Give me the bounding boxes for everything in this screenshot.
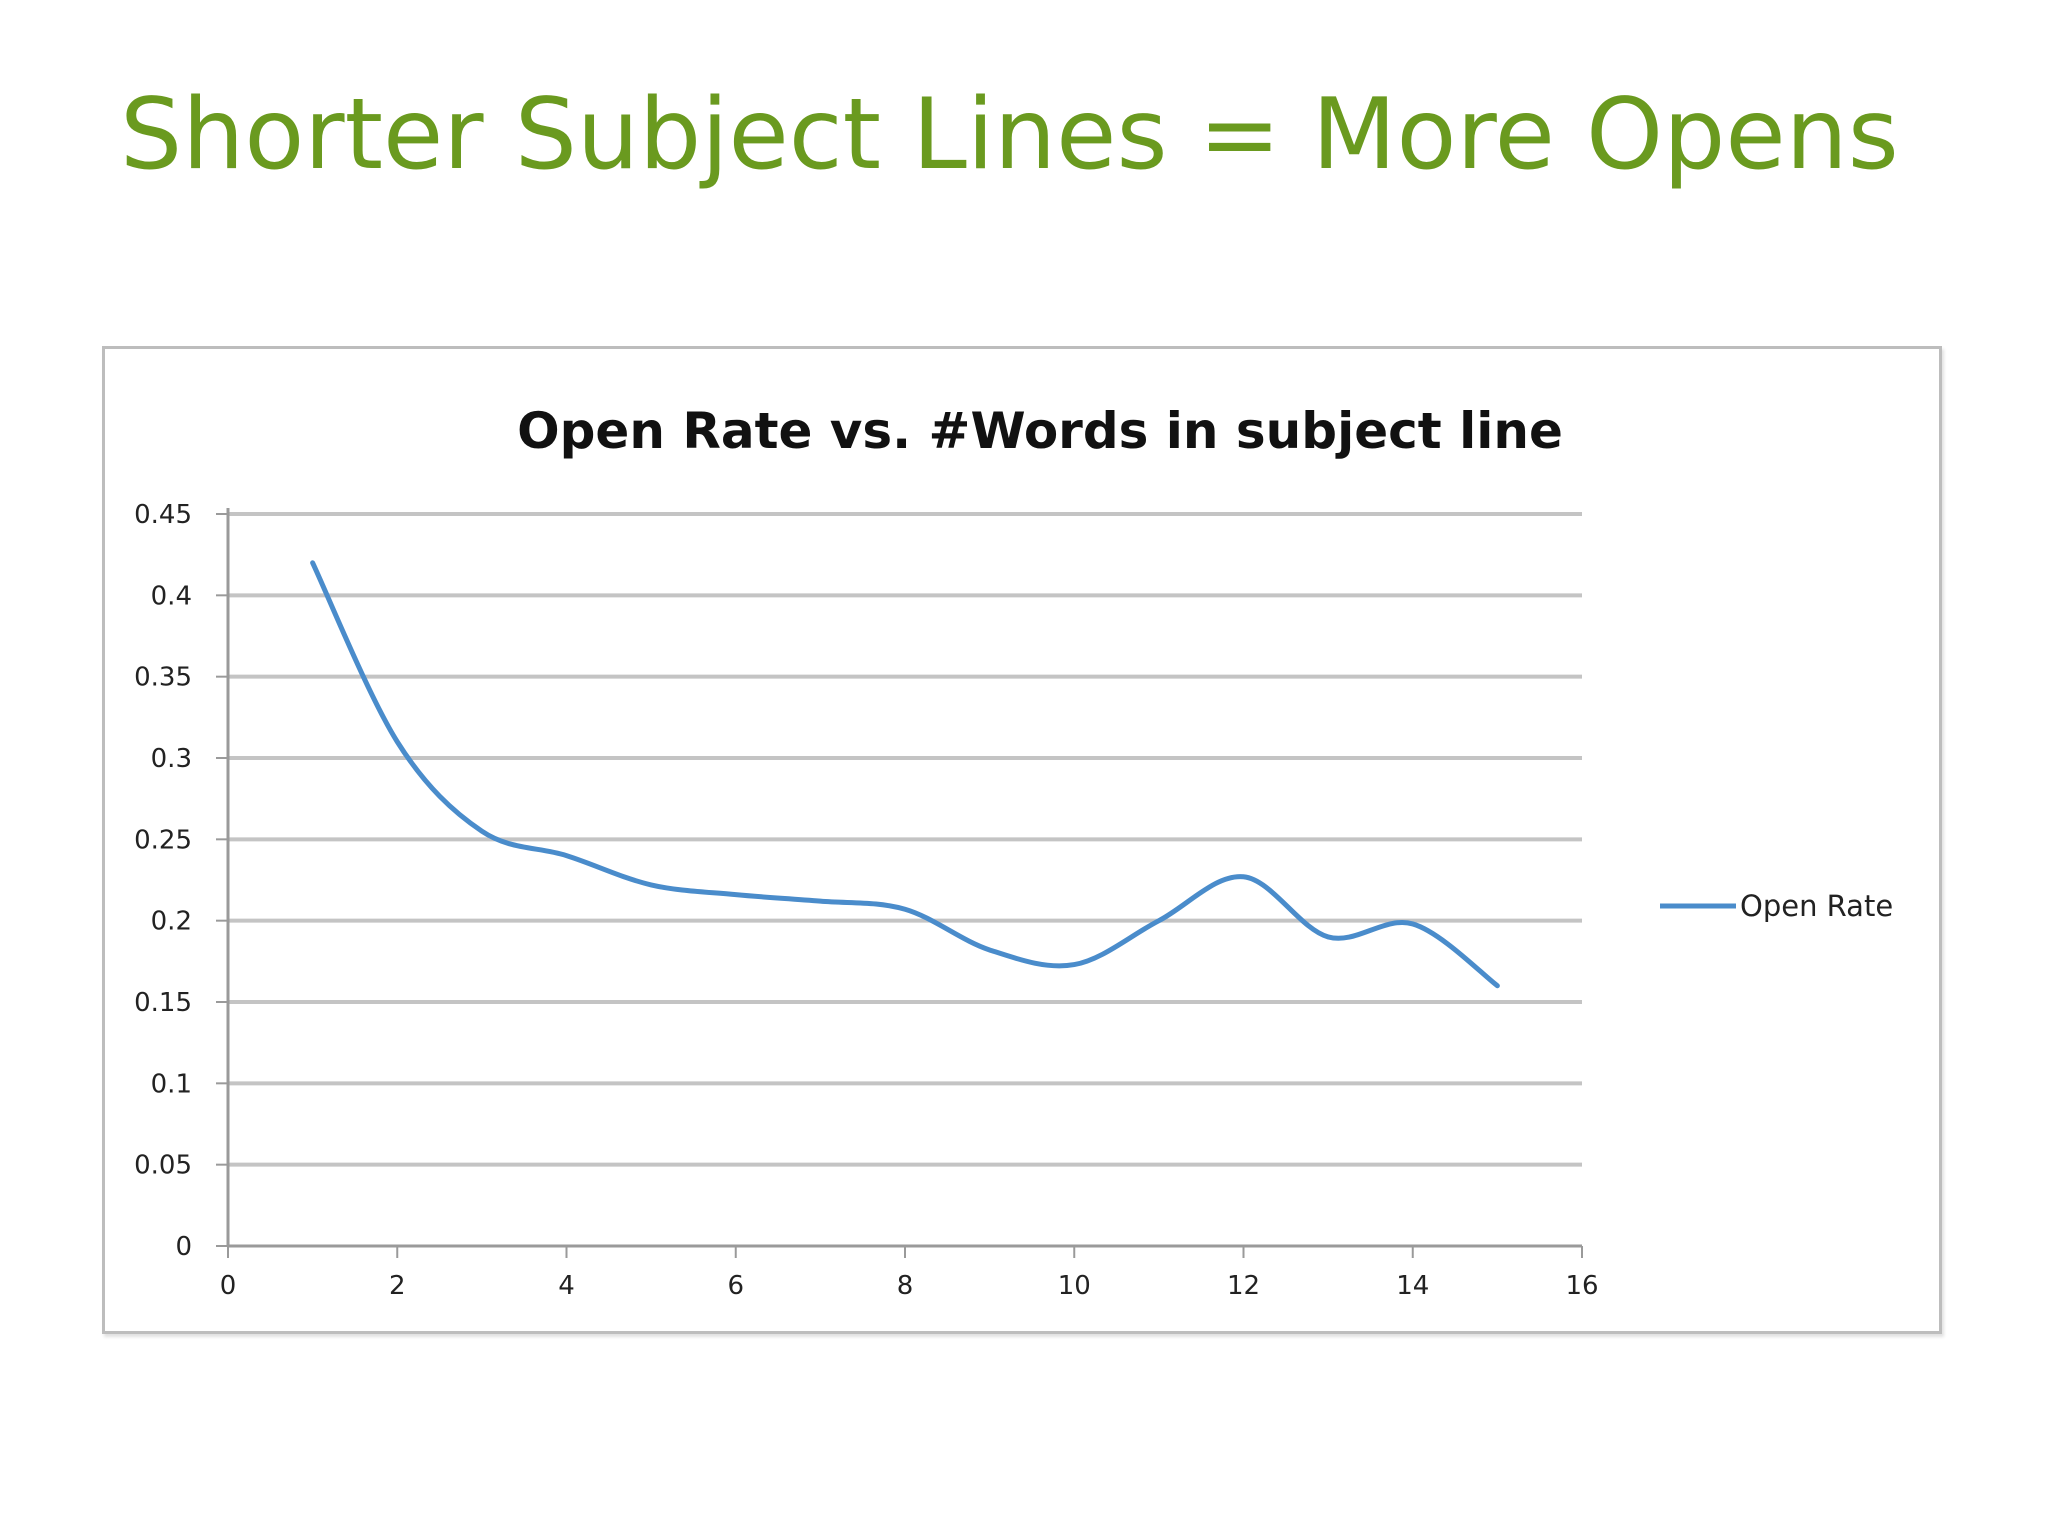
legend: Open Rate bbox=[1660, 889, 1893, 923]
legend-label: Open Rate bbox=[1740, 889, 1893, 923]
x-tick-label: 10 bbox=[1058, 1271, 1091, 1301]
y-axis-ticks: 0 0.05 0.1 0.15 0.2 0.25 0.3 0.35 0.4 0.45 bbox=[134, 500, 192, 1262]
x-axis-ticks: 0 2 4 6 8 10 12 14 16 bbox=[220, 1271, 1599, 1301]
x-tick-label: 12 bbox=[1227, 1271, 1260, 1301]
y-tick-label: 0.3 bbox=[151, 744, 192, 774]
y-tick-label: 0.15 bbox=[134, 988, 192, 1018]
slide-title: Shorter Subject Lines = More Opens bbox=[120, 78, 1899, 192]
y-tick-label: 0.4 bbox=[151, 581, 192, 611]
y-tick-label: 0 bbox=[175, 1232, 192, 1262]
y-tick-label: 0.2 bbox=[151, 907, 192, 937]
x-tick-label: 8 bbox=[897, 1271, 914, 1301]
y-tick-label: 0.05 bbox=[134, 1151, 192, 1181]
x-tick-label: 0 bbox=[220, 1271, 237, 1301]
x-tick-label: 6 bbox=[727, 1271, 744, 1301]
axes bbox=[216, 508, 1583, 1258]
x-tick-label: 16 bbox=[1565, 1271, 1598, 1301]
x-tick-label: 14 bbox=[1396, 1271, 1429, 1301]
y-tick-label: 0.25 bbox=[134, 825, 192, 855]
series-lines bbox=[310, 560, 1500, 989]
y-tick-label: 0.1 bbox=[151, 1069, 192, 1099]
y-tick-label: 0.35 bbox=[134, 663, 192, 693]
x-tick-label: 4 bbox=[558, 1271, 575, 1301]
gridlines bbox=[228, 512, 1582, 1167]
chart-title: Open Rate vs. #Words in subject line bbox=[517, 402, 1563, 460]
x-tick-label: 2 bbox=[389, 1271, 406, 1301]
y-tick-label: 0.45 bbox=[134, 500, 192, 530]
series-line-open-rate bbox=[310, 560, 1500, 989]
